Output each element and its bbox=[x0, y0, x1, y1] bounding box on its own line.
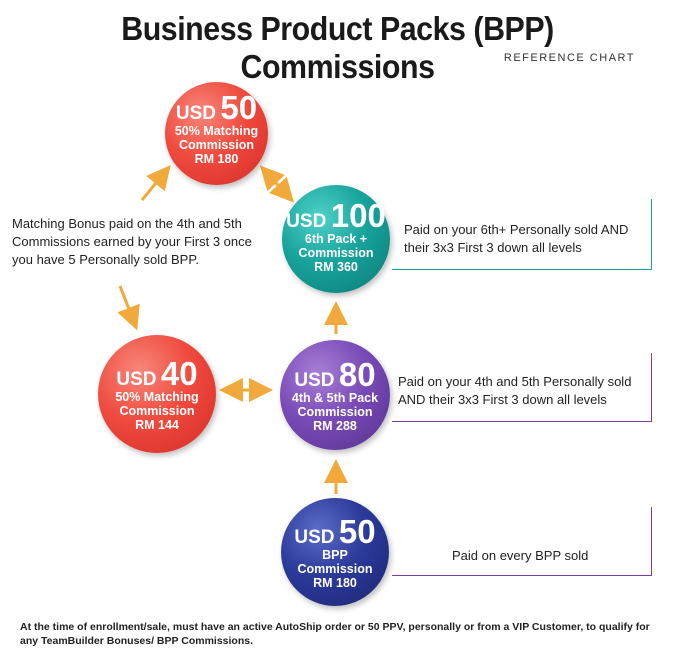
circle-line1: 50% Matching bbox=[115, 390, 199, 404]
circle-sixth-pack: USD 100 6th Pack + Commission RM 360 bbox=[282, 185, 390, 293]
bracket-fourth-fifth bbox=[392, 353, 652, 422]
currency-label: USD bbox=[294, 370, 335, 391]
circle-line2: Commission bbox=[298, 246, 374, 260]
circle-top-match: USD 50 50% Matching Commission RM 180 bbox=[165, 82, 268, 185]
note-bpp: Paid on every BPP sold bbox=[452, 548, 589, 563]
amount-label: 40 bbox=[160, 355, 198, 392]
note-matching-bonus: Matching Bonus paid on the 4th and 5th C… bbox=[12, 216, 252, 267]
circle-line3: RM 360 bbox=[314, 260, 358, 274]
circle-fourth-fifth: USD 80 4th & 5th Pack Commission RM 288 bbox=[280, 340, 390, 450]
footer-disclaimer: At the time of enrollment/sale, must hav… bbox=[20, 621, 650, 647]
circle-line3: RM 288 bbox=[313, 419, 357, 433]
currency-label: USD bbox=[116, 369, 157, 390]
currency-label: USD bbox=[294, 527, 335, 548]
circle-left-match: USD 40 50% Matching Commission RM 144 bbox=[98, 335, 216, 453]
amount-label: 80 bbox=[338, 356, 376, 393]
circle-line2: Commission bbox=[178, 138, 254, 152]
circle-line1: 50% Matching bbox=[174, 124, 259, 138]
circle-line1: BPP bbox=[322, 548, 348, 562]
circle-line3: RM 180 bbox=[194, 152, 239, 166]
circle-line1: 6th Pack + bbox=[304, 232, 368, 246]
circle-line1: 4th & 5th Pack bbox=[291, 391, 379, 405]
circle-line3: RM 144 bbox=[135, 418, 179, 432]
circle-line3: RM 180 bbox=[313, 576, 357, 590]
note-sixth-pack: Paid on your 6th+ Personally sold AND th… bbox=[404, 222, 629, 255]
amount-label: 100 bbox=[330, 197, 386, 234]
arrow-note-to-left-match bbox=[117, 285, 140, 331]
amount-label: 50 bbox=[220, 89, 258, 126]
page-title: Business Product Packs (BPP) Commissions bbox=[121, 10, 554, 85]
currency-label: USD bbox=[286, 211, 327, 232]
bracket-sixth-pack bbox=[392, 199, 652, 270]
page-subtitle: REFERENCE CHART bbox=[503, 52, 635, 64]
bracket-bpp bbox=[392, 507, 652, 576]
amount-label: 50 bbox=[338, 513, 376, 550]
note-fourth-fifth: Paid on your 4th and 5th Personally sold… bbox=[398, 374, 632, 407]
circle-line2: Commission bbox=[119, 404, 195, 418]
arrow-note-to-top-match bbox=[140, 165, 171, 201]
circle-line2: Commission bbox=[297, 405, 373, 419]
arrow-top-match-sixth-pack bbox=[259, 165, 295, 203]
currency-label: USD bbox=[175, 103, 216, 124]
circle-line2: Commission bbox=[297, 562, 373, 576]
circle-bpp: USD 50 BPP Commission RM 180 bbox=[281, 498, 389, 606]
